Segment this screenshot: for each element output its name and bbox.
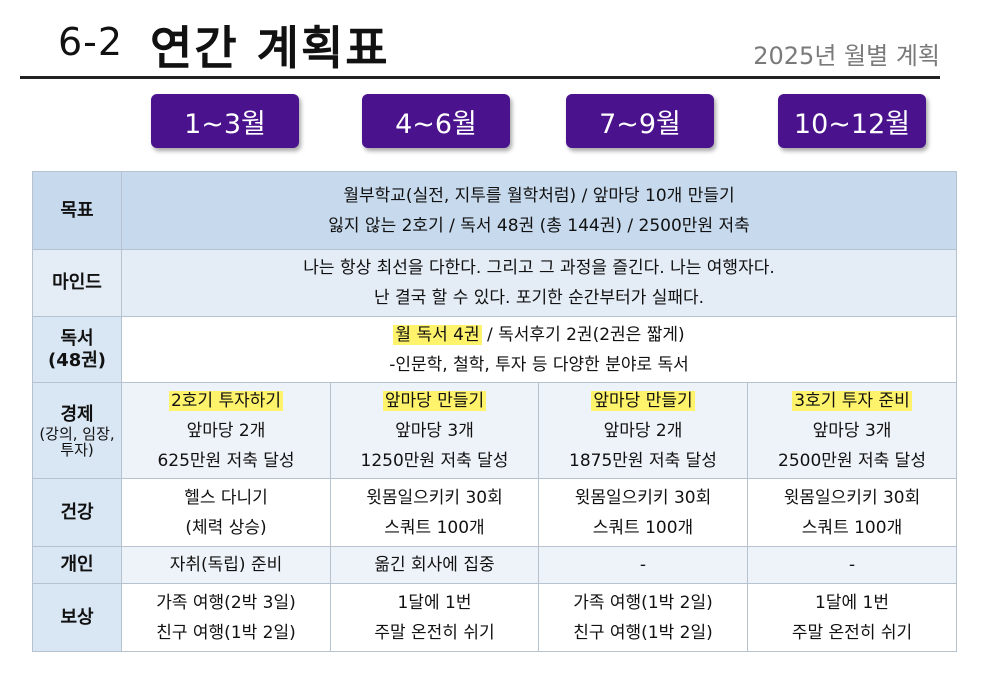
table-row-health: 건강 헬스 다니기 (체력 상승) 윗몸일으키키 30회 스쿼트 100개 윗몸… bbox=[32, 478, 958, 547]
reward-q3-line1: 가족 여행(1박 2일) bbox=[573, 592, 713, 613]
economy-cell-q4: 3호기 투자 준비 앞마당 3개 2500만원 저축 달성 bbox=[746, 382, 958, 479]
period-q2: 4~6월 bbox=[362, 94, 510, 148]
table-row-goal: 목표 월부학교(실전, 지투를 월학처럼) / 앞마당 10개 만들기 잃지 않… bbox=[32, 171, 958, 250]
table-row-mind: 마인드 나는 항상 최선을 다한다. 그리고 그 과정을 즐긴다. 나는 여행자… bbox=[32, 249, 958, 317]
economy-q4-line2: 앞마당 3개 bbox=[812, 420, 892, 441]
section-number: 6-2 bbox=[58, 20, 124, 64]
reward-q2-line2: 주말 온전히 쉬기 bbox=[374, 622, 495, 643]
reward-q2-line1: 1달에 1번 bbox=[397, 592, 472, 613]
personal-cell-q3: - bbox=[538, 546, 748, 584]
health-q4-line1: 윗몸일으키키 30회 bbox=[783, 487, 921, 508]
table-row-economy: 경제 (강의, 임장, 투자) 2호기 투자하기 앞마당 2개 625만원 저축… bbox=[32, 382, 958, 479]
economy-label: 경제 bbox=[60, 403, 94, 425]
health-q4-line2: 스쿼트 100개 bbox=[801, 517, 903, 538]
reading-line-2: -인문학, 철학, 투자 등 다양한 분야로 독서 bbox=[389, 354, 689, 375]
economy-q2-line3: 1250만원 저축 달성 bbox=[360, 450, 509, 471]
economy-label-sub: (강의, 임장, 투자) bbox=[39, 424, 115, 459]
health-q2-line1: 윗몸일으키키 30회 bbox=[366, 487, 503, 508]
economy-cell-q2: 앞마당 만들기 앞마당 3개 1250만원 저축 달성 bbox=[330, 382, 539, 479]
economy-cell-q3: 앞마당 만들기 앞마당 2개 1875만원 저축 달성 bbox=[538, 382, 748, 479]
table-row-reading: 독서 (48권) 월 독서 4권 / 독서후기 2권(2권은 짧게) -인문학,… bbox=[32, 316, 958, 383]
reading-line-1-rest: / 독서후기 2권(2권은 짧게) bbox=[481, 324, 685, 345]
reward-cell-q2: 1달에 1번 주말 온전히 쉬기 bbox=[330, 583, 539, 652]
personal-cell-q4: - bbox=[746, 546, 958, 584]
row-label-goal: 목표 bbox=[32, 171, 122, 250]
row-label-personal: 개인 bbox=[32, 546, 122, 584]
economy-q2-goal: 앞마당 만들기 bbox=[382, 390, 487, 411]
table-row-personal: 개인 자취(독립) 준비 옮긴 회사에 집중 - - bbox=[32, 546, 958, 584]
health-q1-line2: (체력 상승) bbox=[185, 517, 267, 538]
annual-plan-table: 목표 월부학교(실전, 지투를 월학처럼) / 앞마당 10개 만들기 잃지 않… bbox=[32, 171, 958, 652]
row-label-mind: 마인드 bbox=[32, 249, 122, 317]
page-subtitle: 2025년 월별 계획 bbox=[753, 42, 940, 70]
economy-q3-goal: 앞마당 만들기 bbox=[591, 390, 695, 411]
table-row-reward: 보상 가족 여행(2박 3일) 친구 여행(1박 2일) 1달에 1번 주말 온… bbox=[32, 583, 958, 652]
period-header-row: 1~3월 4~6월 7~9월 10~12월 bbox=[0, 94, 988, 152]
period-q3: 7~9월 bbox=[566, 94, 714, 148]
row-label-reading: 독서 (48권) bbox=[32, 316, 122, 383]
row-label-economy: 경제 (강의, 임장, 투자) bbox=[32, 382, 122, 479]
economy-cell-q1: 2호기 투자하기 앞마당 2개 625만원 저축 달성 bbox=[121, 382, 331, 479]
economy-q3-line3: 1875만원 저축 달성 bbox=[569, 450, 717, 471]
reward-cell-q3: 가족 여행(1박 2일) 친구 여행(1박 2일) bbox=[538, 583, 748, 652]
period-q1: 1~3월 bbox=[151, 94, 299, 148]
goal-line-1: 월부학교(실전, 지투를 월학처럼) / 앞마당 10개 만들기 bbox=[343, 185, 735, 206]
economy-q1-line2: 앞마당 2개 bbox=[186, 420, 266, 441]
goal-cell: 월부학교(실전, 지투를 월학처럼) / 앞마당 10개 만들기 잃지 않는 2… bbox=[120, 171, 958, 250]
health-cell-q3: 윗몸일으키키 30회 스쿼트 100개 bbox=[538, 478, 748, 547]
reading-line-1: 월 독서 4권 / 독서후기 2권(2권은 짧게) bbox=[122, 320, 956, 350]
economy-q4-goal: 3호기 투자 준비 bbox=[792, 390, 912, 411]
reading-cell: 월 독서 4권 / 독서후기 2권(2권은 짧게) -인문학, 철학, 투자 등… bbox=[120, 316, 958, 383]
mind-line-2: 난 결국 할 수 있다. 포기한 순간부터가 실패다. bbox=[373, 288, 705, 308]
health-q1-line1: 헬스 다니기 bbox=[184, 487, 268, 508]
reward-q1-line2: 친구 여행(1박 2일) bbox=[156, 622, 296, 643]
economy-q4-line3: 2500만원 저축 달성 bbox=[778, 450, 926, 471]
health-q3-line1: 윗몸일으키키 30회 bbox=[574, 487, 712, 508]
reading-label-sub: (48권) bbox=[47, 349, 107, 371]
page-title: 연간 계획표 bbox=[150, 21, 390, 75]
row-label-health: 건강 bbox=[32, 478, 122, 547]
mind-cell: 나는 항상 최선을 다한다. 그리고 그 과정을 즐긴다. 나는 여행자다. 난… bbox=[120, 249, 958, 317]
reward-q1-line1: 가족 여행(2박 3일) bbox=[156, 592, 296, 613]
reward-q4-line2: 주말 온전히 쉬기 bbox=[791, 622, 913, 643]
health-cell-q4: 윗몸일으키키 30회 스쿼트 100개 bbox=[746, 478, 958, 547]
period-q4: 10~12월 bbox=[778, 94, 926, 148]
reward-q4-line1: 1달에 1번 bbox=[815, 592, 889, 613]
mind-line-1: 나는 항상 최선을 다한다. 그리고 그 과정을 즐긴다. 나는 여행자다. bbox=[303, 258, 775, 278]
health-cell-q1: 헬스 다니기 (체력 상승) bbox=[121, 478, 331, 547]
economy-q2-line2: 앞마당 3개 bbox=[395, 420, 474, 441]
row-label-reward: 보상 bbox=[32, 583, 122, 652]
health-cell-q2: 윗몸일으키키 30회 스쿼트 100개 bbox=[330, 478, 539, 547]
goal-line-2: 잃지 않는 2호기 / 독서 48권 (총 144권) / 2500만원 저축 bbox=[328, 215, 750, 236]
title-divider bbox=[20, 76, 940, 79]
reading-label: 독서 bbox=[60, 327, 94, 349]
reward-cell-q4: 1달에 1번 주말 온전히 쉬기 bbox=[746, 583, 958, 652]
economy-q3-line2: 앞마당 2개 bbox=[603, 420, 683, 441]
health-q2-line2: 스쿼트 100개 bbox=[384, 517, 485, 538]
reading-highlight: 월 독서 4권 bbox=[393, 324, 482, 345]
reward-cell-q1: 가족 여행(2박 3일) 친구 여행(1박 2일) bbox=[121, 583, 331, 652]
health-q3-line2: 스쿼트 100개 bbox=[592, 517, 694, 538]
personal-cell-q1: 자취(독립) 준비 bbox=[121, 546, 331, 584]
economy-q1-line3: 625만원 저축 달성 bbox=[157, 450, 295, 471]
personal-cell-q2: 옮긴 회사에 집중 bbox=[330, 546, 539, 584]
header: 6-2 연간 계획표 2025년 월별 계획 bbox=[0, 0, 988, 90]
reward-q3-line2: 친구 여행(1박 2일) bbox=[573, 622, 713, 643]
economy-q1-goal: 2호기 투자하기 bbox=[168, 390, 284, 411]
